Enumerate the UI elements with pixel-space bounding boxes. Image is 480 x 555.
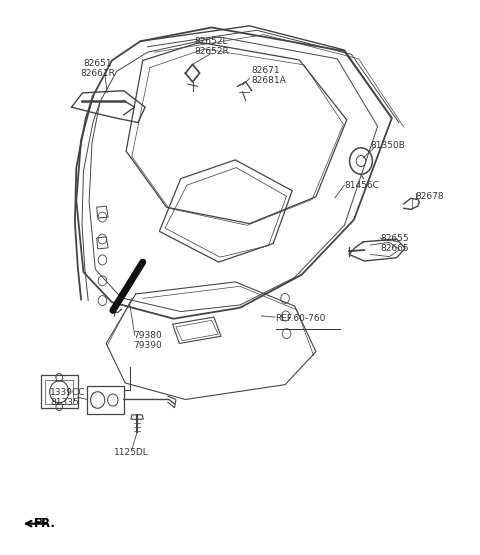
Text: 82678: 82678 [416,191,444,201]
Text: REF.60-760: REF.60-760 [276,314,326,323]
Text: 1125DL: 1125DL [113,448,148,457]
Text: FR.: FR. [34,517,50,527]
Text: 1339CC
81335: 1339CC 81335 [50,387,86,407]
Text: 82671
82681A: 82671 82681A [252,65,287,85]
Text: 82651
82661R: 82651 82661R [80,59,115,78]
Text: 82655
82665: 82655 82665 [380,234,408,253]
Text: 81350B: 81350B [371,141,405,150]
Text: 81456C: 81456C [344,181,379,190]
Text: 79380
79390: 79380 79390 [133,331,162,350]
Text: 82652L
82652R: 82652L 82652R [194,37,229,57]
Text: FR.: FR. [34,517,56,530]
